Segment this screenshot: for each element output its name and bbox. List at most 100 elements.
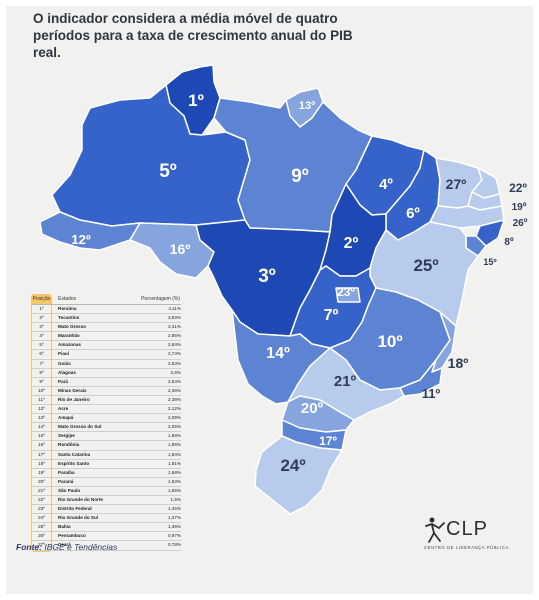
percent-cell: 1,68% — [167, 469, 181, 475]
state-cell: Sergipe — [58, 433, 75, 439]
state-cell: Amazonas — [58, 342, 81, 348]
position-cell: 16º — [32, 441, 51, 451]
position-cell: 17º — [32, 451, 51, 460]
percent-cell: 2,84% — [167, 342, 181, 348]
position-cell: 27º — [32, 541, 51, 551]
source-label: Fonte: — [16, 542, 42, 552]
state-cell: Paraíba — [58, 469, 75, 475]
position-cell: 7º — [32, 360, 51, 369]
percent-cell: 2,63% — [167, 360, 181, 366]
position-cell: 18º — [32, 460, 51, 469]
label-ce: 27º — [446, 176, 467, 192]
label-ac: 12º — [71, 232, 90, 247]
table-row: Alagoas 2,6% — [52, 369, 181, 378]
percent-cell: 2,05% — [167, 424, 181, 430]
position-cell: 5º — [32, 341, 51, 351]
position-cell: 8º — [32, 369, 51, 378]
label-sp: 21º — [334, 373, 357, 390]
state-cell: Tocantins — [58, 315, 80, 321]
label-ro: 16º — [170, 241, 191, 257]
label-rs: 24º — [280, 456, 305, 475]
label-al: 8º — [504, 237, 514, 248]
position-cell: 10º — [32, 387, 51, 396]
state-cell: Ceará — [58, 542, 71, 548]
position-cell: 12º — [32, 405, 51, 415]
position-cell: 1º — [32, 305, 51, 315]
state-cell: Alagoas — [58, 369, 76, 375]
table-row: Pernambuco 0,97% — [52, 532, 181, 542]
table-row: Piauí 2,74% — [52, 350, 181, 360]
label-pa: 9º — [291, 166, 309, 187]
state-cell: Piauí — [58, 351, 69, 357]
percent-cell: 2,38% — [167, 396, 181, 402]
position-cell: 6º — [32, 350, 51, 360]
region-df — [335, 287, 361, 303]
state-cell: Amapá — [58, 415, 74, 421]
label-ba: 25º — [413, 256, 438, 275]
label-ap: 13º — [299, 100, 315, 112]
position-cell: 25º — [32, 523, 51, 533]
percent-cell: 1,5% — [170, 496, 181, 502]
percent-cell: 1,63% — [167, 478, 181, 484]
percent-cell: 1,36% — [167, 524, 181, 530]
label-ma: 4º — [379, 176, 393, 193]
percent-cell: 2,54% — [167, 378, 181, 384]
table-row: Roraima 4,11% — [52, 305, 181, 315]
percent-cell: 0,78% — [167, 542, 181, 548]
table-row: Rio de Janeiro 2,38% — [52, 396, 181, 406]
state-cell: Rondônia — [58, 442, 80, 448]
state-rows: Roraima 4,11% Tocantins 3,93% Mato Grosso 3,3… — [52, 305, 181, 552]
percent-cell: 2,09% — [167, 415, 181, 421]
table-row: Bahia 1,36% — [52, 523, 181, 533]
label-mt: 3º — [258, 266, 276, 287]
state-cell: Minas Gerais — [58, 387, 87, 393]
label-ms: 14º — [266, 345, 290, 362]
percent-cell: 1,86% — [167, 442, 181, 448]
table-row: Mato Grosso do Sul 2,05% — [52, 423, 181, 433]
state-cell: Pará — [58, 378, 68, 384]
source-note: Fonte: IBGE e Tendências — [16, 542, 117, 552]
position-cell: 11º — [32, 396, 51, 406]
position-cell: 4º — [32, 332, 51, 342]
label-pi: 6º — [406, 205, 420, 222]
label-am: 5º — [159, 161, 177, 182]
state-cell: Acre — [58, 406, 69, 412]
percent-cell: 0,97% — [167, 533, 181, 539]
position-cell: 14º — [32, 423, 51, 433]
label-rr: 1º — [188, 91, 204, 110]
state-cell: São Paulo — [58, 487, 81, 493]
label-rj: 11º — [422, 386, 441, 401]
percent-cell: 3,31% — [167, 324, 181, 330]
label-mg: 10º — [377, 332, 402, 351]
table-row: Distrito Federal 1,45% — [52, 505, 181, 515]
position-cell: 23º — [32, 505, 51, 515]
percent-cell: 1,45% — [167, 506, 181, 512]
label-pr: 20º — [301, 400, 324, 417]
state-cell: Maranhão — [58, 333, 80, 339]
clp-logo: CLP CENTRO DE LIDERANÇA PÚBLICA — [424, 516, 524, 556]
table-row: Amapá 2,09% — [52, 414, 181, 424]
label-pe: 26º — [513, 218, 528, 229]
ranking-table-header: Posição Estados Porcentagem (%) — [31, 294, 181, 305]
position-cell: 26º — [32, 532, 51, 542]
table-row: Mato Grosso 3,31% — [52, 323, 181, 333]
ranking-table-body: 1º 2º 3º 4º 5º 6º 7º 8º 9º 10º 11º 12º 13º 14º 15º 16º 1… — [31, 305, 181, 552]
table-row: Amazonas 2,84% — [52, 341, 181, 351]
table-row: Acre 2,12% — [52, 405, 181, 415]
region-sp — [287, 347, 405, 421]
table-row: Rio Grande do Norte 1,5% — [52, 496, 181, 506]
region-rj — [399, 359, 443, 397]
region-rs — [254, 435, 343, 515]
state-cell: Pernambuco — [58, 533, 86, 539]
label-sc: 17º — [319, 434, 337, 448]
state-cell: Goiás — [58, 360, 71, 366]
state-cell: Distrito Federal — [58, 506, 92, 512]
state-cell: Mato Grosso do Sul — [58, 424, 102, 430]
state-cell: Rio Grande do Norte — [58, 496, 103, 502]
table-row: Rio Grande do Sul 1,37% — [52, 514, 181, 524]
table-row: Sergipe 1,88% — [52, 432, 181, 442]
person-icon — [425, 517, 445, 543]
page-title: O indicador considera a média móvel de q… — [33, 11, 353, 60]
percent-cell: 1,55% — [167, 487, 181, 493]
